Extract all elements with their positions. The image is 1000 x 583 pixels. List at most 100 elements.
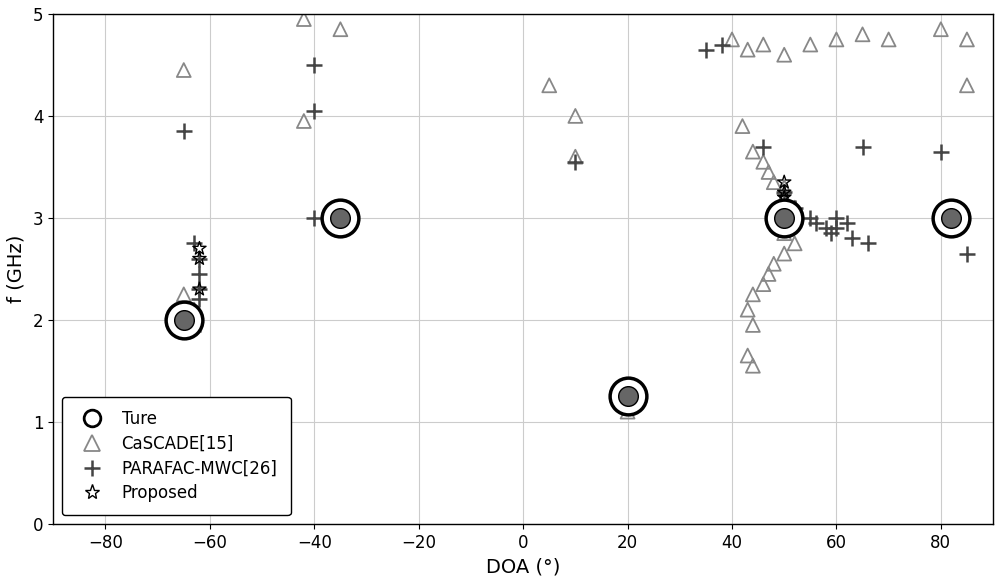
Point bbox=[332, 216, 348, 226]
Point bbox=[567, 111, 583, 121]
Point bbox=[755, 40, 771, 49]
Point bbox=[306, 106, 322, 115]
Point bbox=[787, 203, 803, 212]
Point bbox=[620, 402, 636, 411]
Point bbox=[176, 315, 192, 325]
Point bbox=[176, 310, 192, 319]
Point bbox=[776, 218, 792, 227]
Point bbox=[933, 24, 949, 34]
Point bbox=[186, 320, 202, 329]
Point bbox=[714, 40, 730, 49]
Point bbox=[332, 24, 348, 34]
Point bbox=[186, 305, 202, 314]
Point bbox=[296, 15, 312, 24]
Point bbox=[776, 188, 792, 197]
Point bbox=[745, 290, 761, 299]
Point bbox=[959, 80, 975, 90]
Point bbox=[176, 315, 192, 325]
Point bbox=[828, 35, 844, 44]
Point bbox=[943, 213, 959, 223]
Point bbox=[191, 285, 207, 294]
Point bbox=[933, 147, 949, 156]
Point bbox=[620, 392, 636, 401]
Point bbox=[332, 213, 348, 223]
Point bbox=[776, 193, 792, 202]
Point bbox=[844, 234, 860, 243]
Point bbox=[776, 249, 792, 258]
Point bbox=[191, 244, 207, 253]
Point bbox=[176, 127, 192, 136]
Point bbox=[943, 213, 959, 223]
Point bbox=[776, 218, 792, 227]
Point bbox=[541, 80, 557, 90]
Point bbox=[332, 213, 348, 223]
Point bbox=[745, 147, 761, 156]
Point bbox=[943, 218, 959, 227]
Point bbox=[191, 254, 207, 264]
Point bbox=[776, 213, 792, 223]
Point bbox=[181, 315, 197, 325]
Point bbox=[959, 249, 975, 258]
Point bbox=[860, 238, 876, 248]
Point bbox=[620, 392, 636, 401]
Point bbox=[306, 213, 322, 223]
Point bbox=[745, 320, 761, 329]
Point bbox=[808, 218, 824, 227]
Point bbox=[761, 167, 777, 177]
Point bbox=[755, 279, 771, 289]
Point bbox=[776, 213, 792, 223]
Point bbox=[943, 213, 959, 223]
Point bbox=[745, 361, 761, 370]
Point bbox=[855, 30, 871, 39]
Point bbox=[176, 290, 192, 299]
Point bbox=[620, 392, 636, 401]
Point bbox=[724, 35, 740, 44]
Point bbox=[191, 269, 207, 279]
Point bbox=[776, 229, 792, 238]
Point bbox=[755, 142, 771, 151]
Point bbox=[620, 407, 636, 416]
Point bbox=[191, 295, 207, 304]
Point bbox=[776, 213, 792, 223]
Point bbox=[620, 392, 636, 401]
Point bbox=[698, 45, 714, 54]
Point bbox=[734, 121, 750, 131]
Point bbox=[839, 218, 855, 227]
Point bbox=[881, 35, 897, 44]
Point bbox=[776, 188, 792, 197]
Point bbox=[855, 142, 871, 151]
Point bbox=[740, 305, 756, 314]
Point bbox=[740, 351, 756, 360]
Legend: Ture, CaSCADE[15], PARAFAC-MWC[26], Proposed: Ture, CaSCADE[15], PARAFAC-MWC[26], Prop… bbox=[62, 397, 291, 515]
Point bbox=[776, 213, 792, 223]
Point bbox=[776, 182, 792, 192]
Point bbox=[802, 40, 818, 49]
Point bbox=[296, 117, 312, 126]
Point bbox=[787, 203, 803, 212]
Y-axis label: f (GHz): f (GHz) bbox=[7, 235, 26, 303]
Point bbox=[740, 45, 756, 54]
Point bbox=[776, 203, 792, 212]
Point bbox=[306, 60, 322, 69]
Point bbox=[959, 35, 975, 44]
Point bbox=[802, 213, 818, 223]
Point bbox=[787, 238, 803, 248]
Point bbox=[828, 223, 844, 233]
Point bbox=[818, 223, 834, 233]
Point bbox=[776, 193, 792, 202]
Point bbox=[186, 317, 202, 326]
Point bbox=[567, 157, 583, 167]
Point bbox=[191, 254, 207, 264]
Point bbox=[761, 269, 777, 279]
Point bbox=[823, 229, 839, 238]
Point bbox=[186, 238, 202, 248]
Point bbox=[943, 208, 959, 217]
Point bbox=[191, 285, 207, 294]
Point bbox=[828, 213, 844, 223]
Point bbox=[332, 208, 348, 217]
Point bbox=[176, 315, 192, 325]
Point bbox=[567, 152, 583, 161]
Point bbox=[766, 259, 782, 268]
Point bbox=[620, 387, 636, 396]
Point bbox=[943, 213, 959, 223]
